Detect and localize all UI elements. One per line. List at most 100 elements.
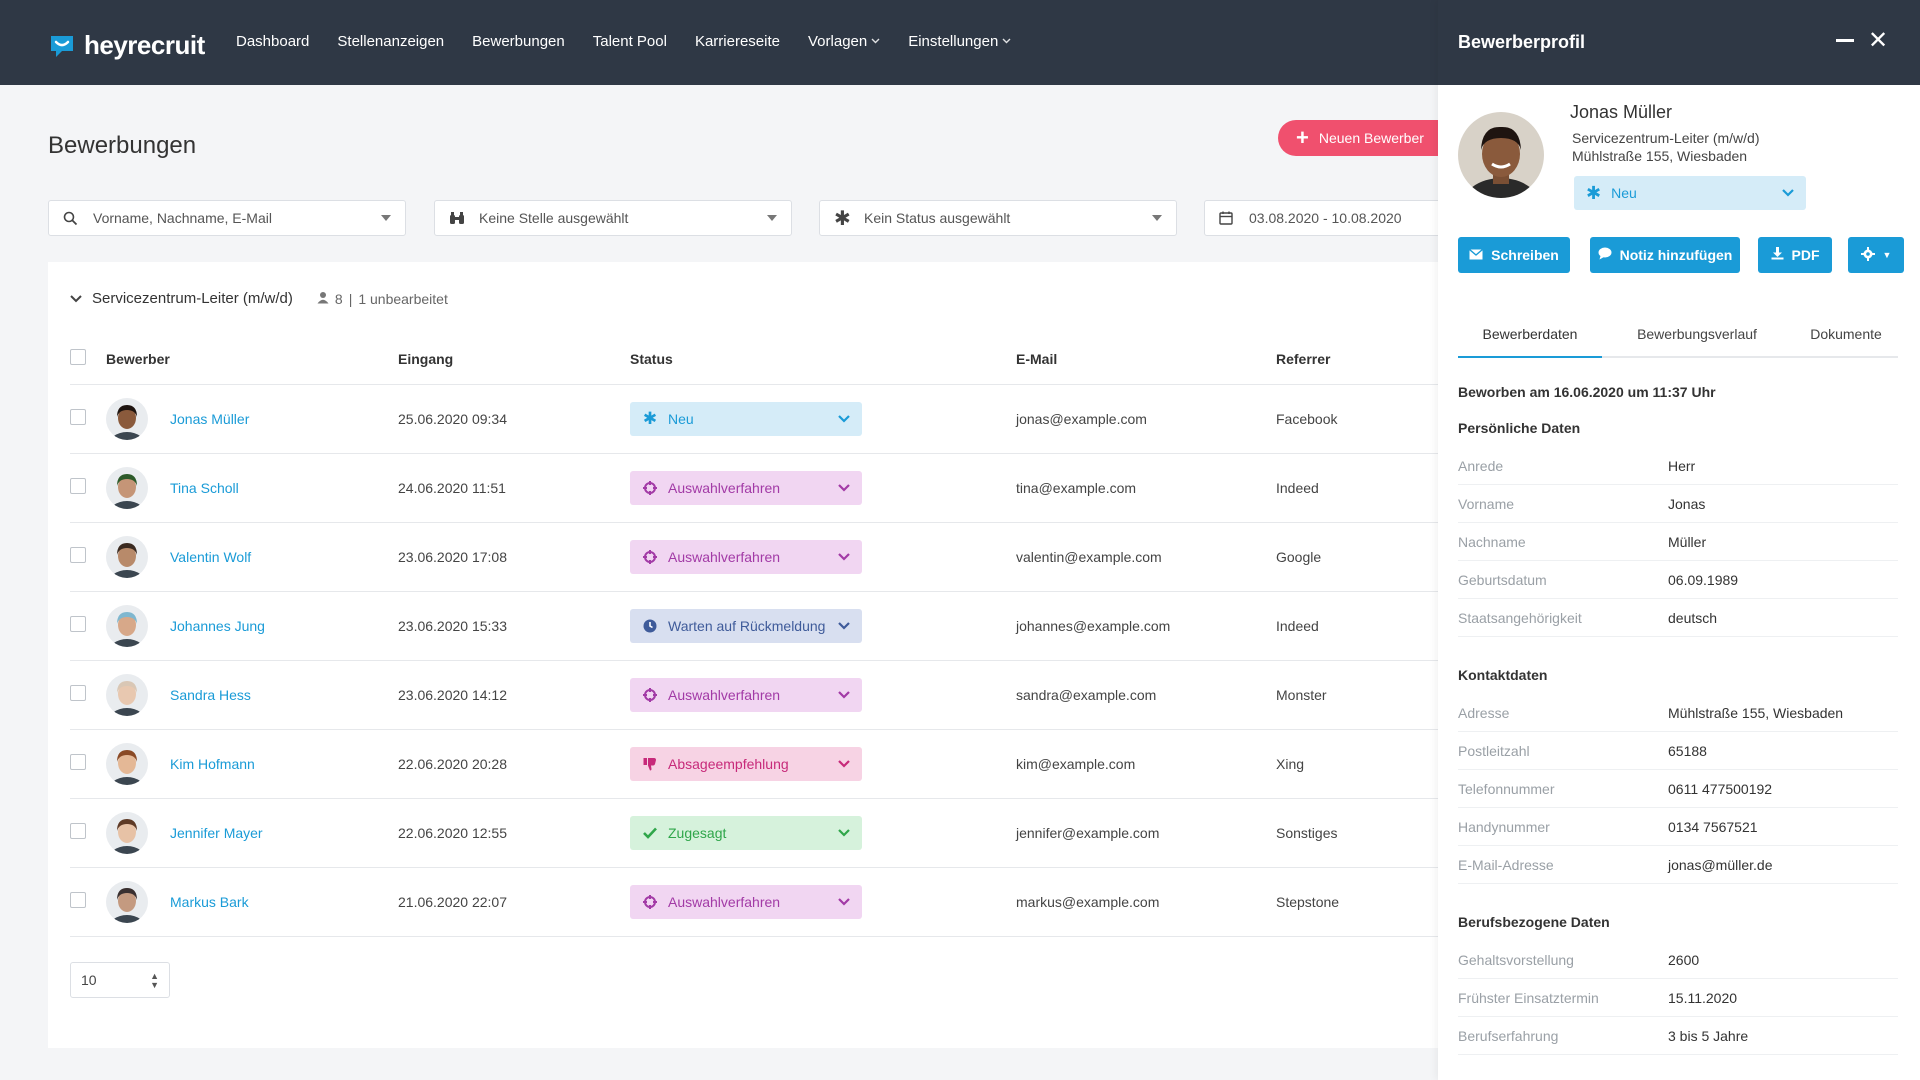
row-checkbox[interactable] [70,754,86,770]
status-select[interactable]: Auswahlverfahren [630,677,862,712]
nav-item[interactable]: Talent Pool [593,33,667,50]
nav-item[interactable]: Einstellungen [908,33,1011,50]
asterisk-icon: ✱ [1586,182,1602,203]
applicant-name-link[interactable]: Kim Hofmann [170,755,255,772]
pdf-button[interactable]: PDF [1758,237,1832,273]
avatar[interactable] [106,880,148,923]
table-row[interactable]: Jennifer Mayer 22.06.2020 12:55 Zugesagt je… [70,798,1438,868]
avatar[interactable] [106,397,148,440]
status-select[interactable]: Auswahlverfahren [630,884,862,919]
date-range-picker[interactable]: 03.08.2020 - 10.08.2020 [1204,200,1444,236]
status-select[interactable]: Zugesagt [630,815,862,850]
status-select[interactable]: Absageempfehlung [630,746,862,781]
field-label: Vorname [1458,496,1515,512]
avatar[interactable] [106,535,148,578]
status-select[interactable]: ✱ Neu [630,401,862,436]
col-applicant[interactable]: Bewerber [106,334,398,385]
applicant-name-link[interactable]: Sandra Hess [170,686,251,703]
profile-status-select[interactable]: ✱ Neu [1574,176,1806,210]
logo[interactable]: heyrecruit [48,30,205,61]
field-value: 3 bis 5 Jahre [1668,1028,1749,1044]
nav-item[interactable]: Bewerbungen [472,33,565,50]
applicant-name-link[interactable]: Jennifer Mayer [170,824,263,841]
profile-field: Telefonnummer 0611 477500192 [1458,770,1898,808]
new-applicant-button[interactable]: + Neuen Bewerber [1278,120,1458,156]
page-size-select[interactable]: 10 ▲ ▼ [70,962,170,998]
row-checkbox[interactable] [70,478,86,494]
field-value: 2600 [1668,952,1700,968]
table-row[interactable]: Sandra Hess 23.06.2020 14:12 Auswahlverfah… [70,660,1438,730]
status-select[interactable]: Auswahlverfahren [630,539,862,574]
row-select-cell [70,591,106,661]
field-value: deutsch [1668,610,1718,626]
applicant-name-link[interactable]: Johannes Jung [170,617,265,634]
tab-documents[interactable]: Dokumente [1810,326,1882,342]
profile-field: Handynummer 0134 7567521 [1458,808,1898,846]
job-filter-select[interactable]: Keine Stelle ausgewählt [434,200,792,236]
row-checkbox[interactable] [70,547,86,563]
nav-item-label: Einstellungen [908,33,999,50]
table-row[interactable]: Valentin Wolf 23.06.2020 17:08 Auswahlverf… [70,522,1438,592]
row-checkbox[interactable] [70,892,86,908]
nav-item[interactable]: Dashboard [236,33,309,50]
row-checkbox[interactable] [70,685,86,701]
profile-field: E-Mail-Adresse jonas@müller.de [1458,846,1898,884]
col-received[interactable]: Eingang [398,334,630,385]
field-label: Adresse [1458,705,1510,721]
received-cell: 23.06.2020 17:08 [398,522,630,592]
profile-field: Frühster Einsatztermin 15.11.2020 [1458,979,1898,1017]
avatar[interactable] [106,604,148,647]
table-row[interactable]: Johannes Jung 23.06.2020 15:33 Warten auf … [70,591,1438,661]
field-label: Handynummer [1458,819,1550,835]
avatar[interactable] [106,811,148,854]
table-row[interactable]: Tina Scholl 24.06.2020 11:51 Auswahlverfah… [70,453,1438,523]
tab-applicant-data[interactable]: Bewerberdaten [1458,326,1602,358]
avatar[interactable] [106,742,148,785]
applied-date: Beworben am 16.06.2020 um 11:37 Uhr [1458,384,1716,400]
profile-name: Jonas Müller [1570,102,1673,122]
select-all-checkbox[interactable] [70,349,86,366]
minimize-icon[interactable] [1836,39,1854,42]
col-email[interactable]: E-Mail [1016,334,1276,385]
add-note-button[interactable]: Notiz hinzufügen [1590,237,1740,273]
table-row[interactable]: Jonas Müller 25.06.2020 09:34 ✱ Neu jonas@ex… [70,384,1438,454]
status-filter-select[interactable]: ✱ Kein Status ausgewählt [819,200,1177,236]
avatar[interactable] [106,673,148,716]
close-icon[interactable]: ✕ [1868,27,1889,54]
tab-application-history[interactable]: Bewerbungsverlauf [1637,326,1757,342]
chevron-down-icon [838,686,850,702]
row-checkbox[interactable] [70,823,86,839]
applicant-name-link[interactable]: Valentin Wolf [170,548,252,565]
chevron-down-icon[interactable] [70,292,82,306]
col-referrer[interactable]: Referrer [1276,334,1438,385]
email-cell: markus@example.com [1016,867,1276,937]
applicant-name-link[interactable]: Markus Bark [170,893,249,910]
gear-icon [1860,246,1875,264]
field-label: Telefonnummer [1458,781,1555,797]
col-status[interactable]: Status [630,334,1016,385]
search-input[interactable]: Vorname, Nachname, E-Mail [48,200,406,236]
settings-dropdown-button[interactable]: ▼ [1848,237,1904,273]
nav-item[interactable]: Stellenanzeigen [337,33,444,50]
write-button[interactable]: Schreiben [1458,237,1570,273]
table-row[interactable]: Kim Hofmann 22.06.2020 20:28 Absageempfehl… [70,729,1438,799]
job-group-header[interactable]: Servicezentrum-Leiter (m/w/d) 8 | 1 unbe… [70,290,448,307]
table-row[interactable]: Markus Bark 21.06.2020 22:07 Auswahlverfah… [70,867,1438,937]
profile-field: Staatsangehörigkeit deutsch [1458,599,1898,637]
chevron-down-icon [1782,184,1794,200]
nav-item[interactable]: Karriereseite [695,33,780,50]
field-label: Berufserfahrung [1458,1028,1559,1044]
status-select[interactable]: Auswahlverfahren [630,470,862,505]
status-label: Auswahlverfahren [668,548,781,565]
row-select-cell [70,453,106,523]
status-select[interactable]: Warten auf Rückmeldung [630,608,862,643]
nav-item[interactable]: Vorlagen [808,33,880,50]
status-cell: ✱ Neu [630,384,1016,454]
applicant-name-link[interactable]: Tina Scholl [170,479,239,496]
row-checkbox[interactable] [70,409,86,425]
referrer-cell: Monster [1276,660,1438,730]
applicant-name-link[interactable]: Jonas Müller [170,410,250,427]
avatar[interactable] [106,466,148,509]
applicant-cell: Markus Bark [106,867,398,937]
row-checkbox[interactable] [70,616,86,632]
